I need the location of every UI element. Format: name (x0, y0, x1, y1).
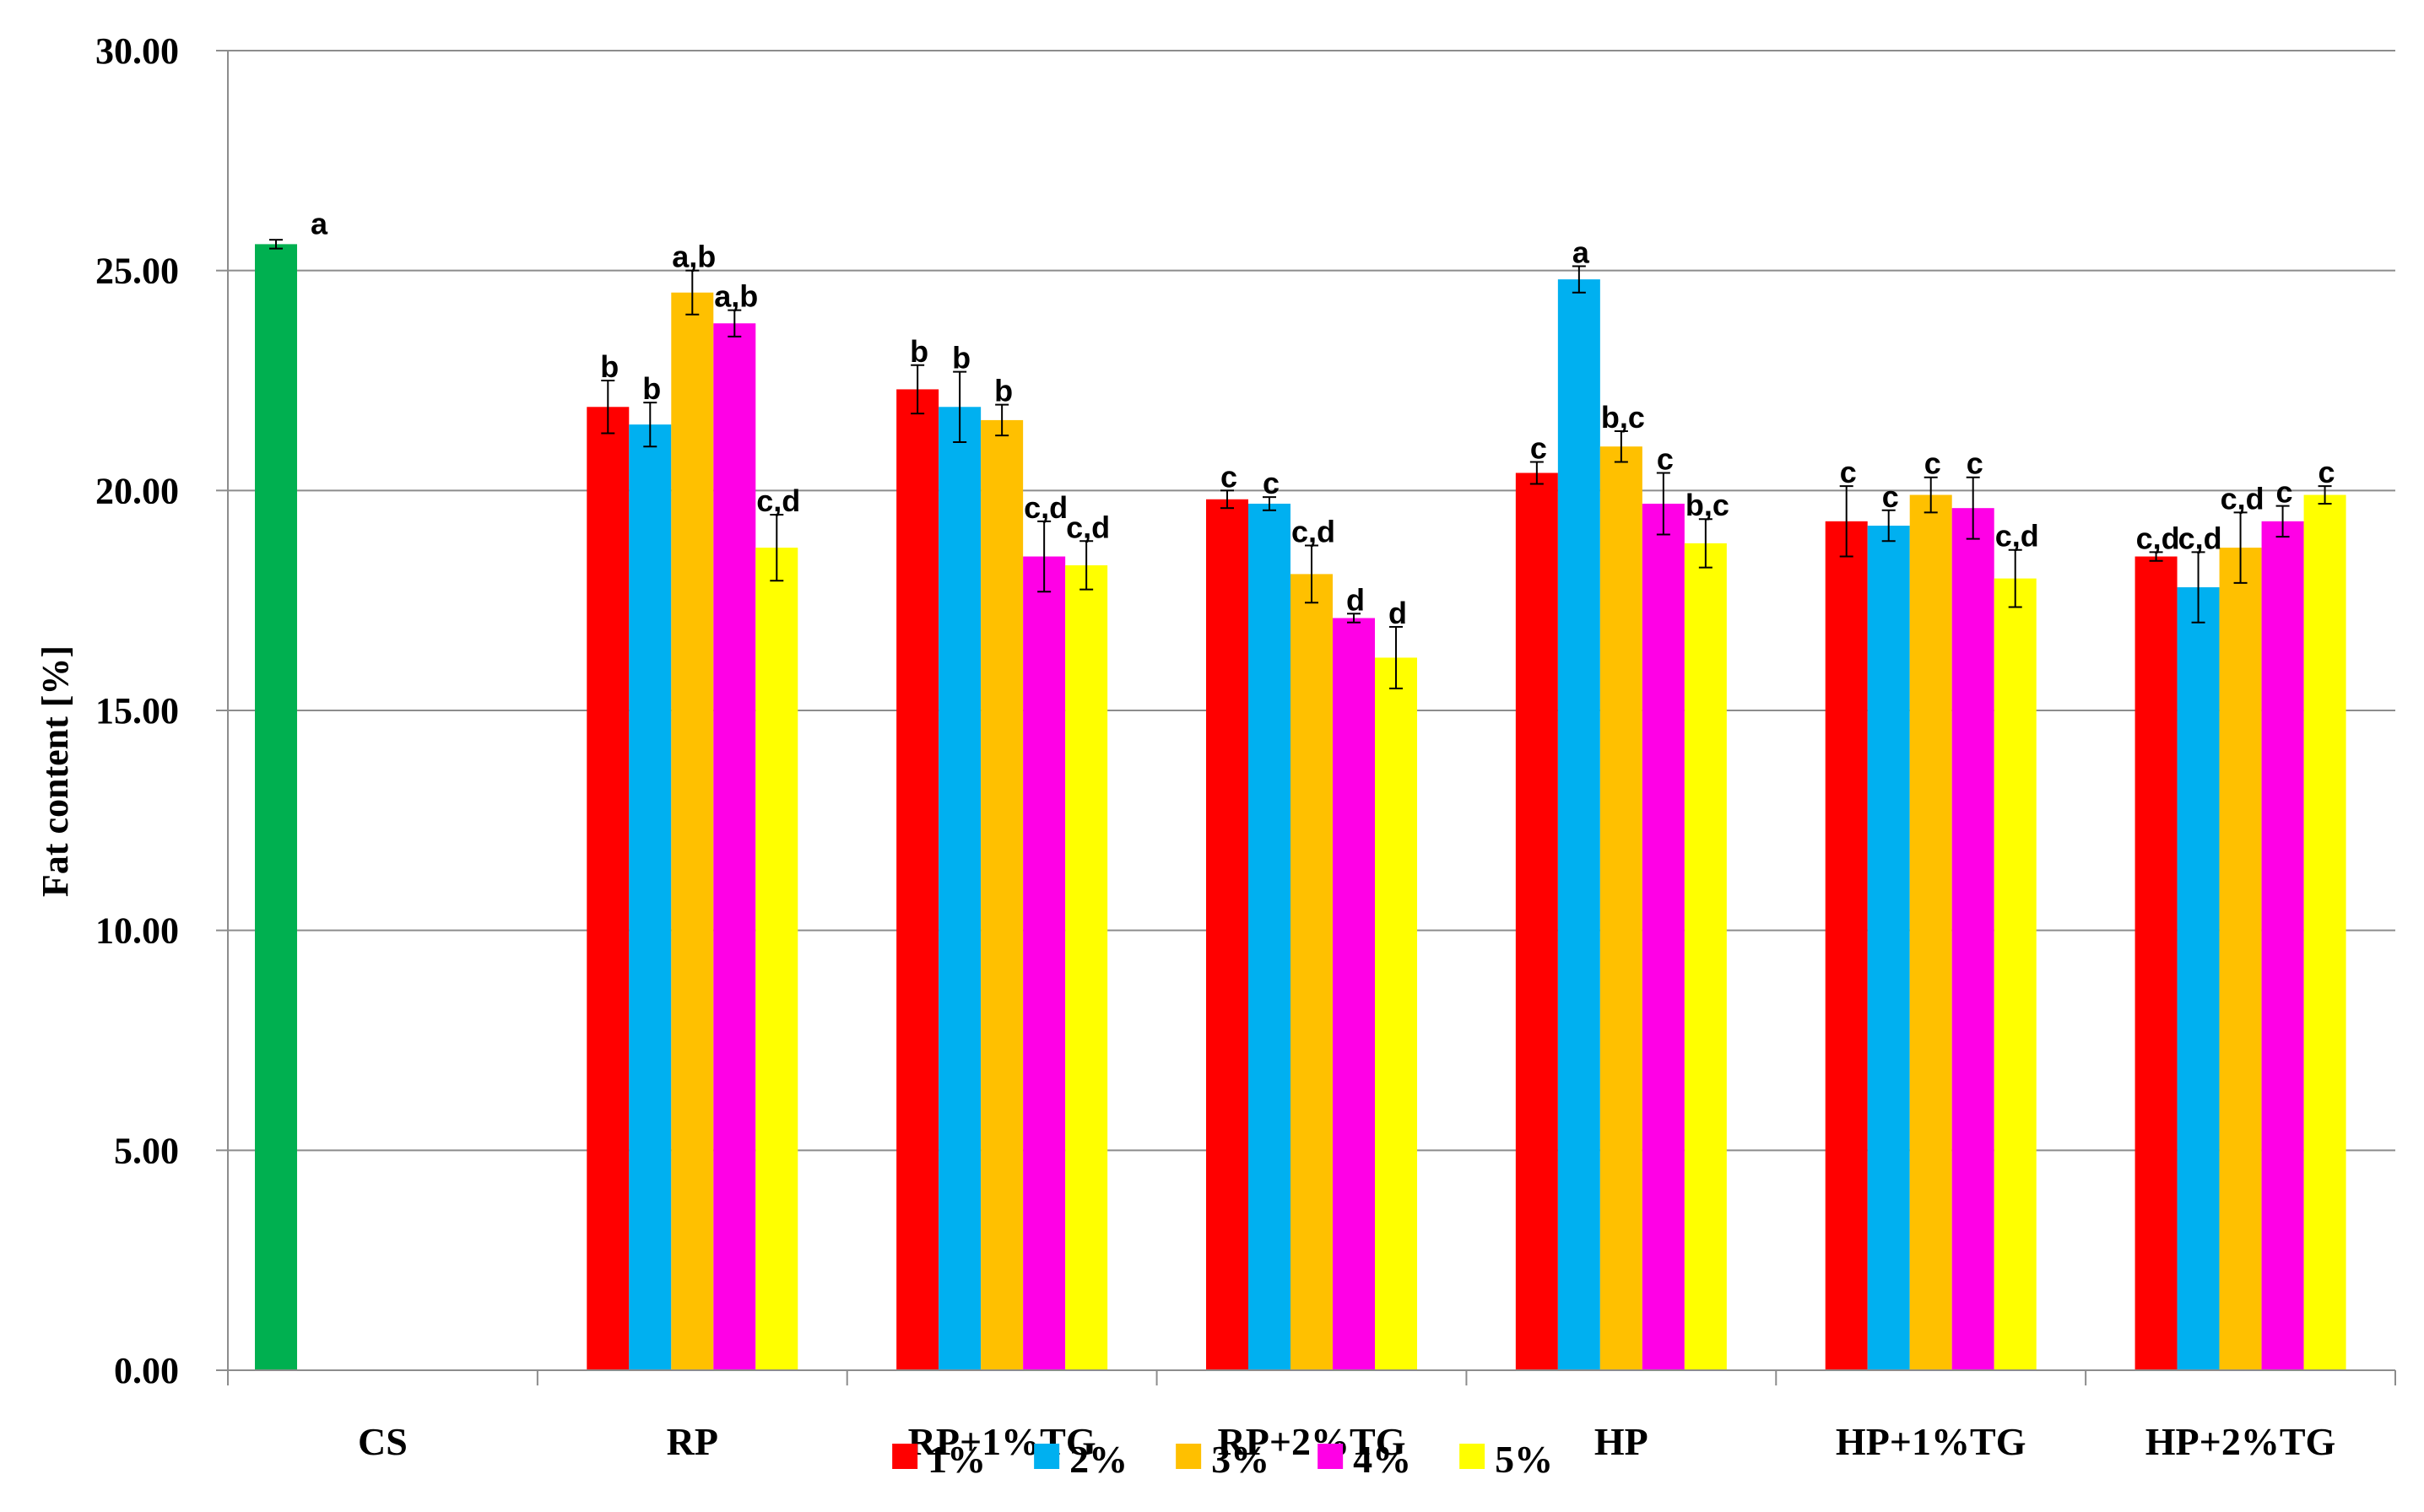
y-tick-label: 10.00 (95, 910, 179, 952)
legend-swatch (892, 1444, 918, 1469)
significance-label: c (2276, 475, 2293, 510)
significance-label: b (910, 334, 928, 369)
legend: 1% 2% 3% 4% 5% (892, 1438, 1553, 1481)
y-tick-label: 15.00 (95, 690, 179, 732)
bar (1909, 494, 1952, 1371)
bar (1599, 446, 1642, 1371)
significance-label: b (600, 349, 619, 384)
y-tick-label: 25.00 (95, 251, 179, 292)
legend-label: 4% (1353, 1438, 1411, 1481)
x-tick-label: RP+1%TG (908, 1420, 1096, 1463)
significance-label: b,c (1601, 400, 1645, 435)
significance-label: b,c (1685, 488, 1729, 522)
y-tick-label: 5.00 (114, 1130, 179, 1171)
bar (1994, 578, 2037, 1370)
legend-swatch (1034, 1444, 1060, 1469)
bar (2219, 548, 2262, 1370)
legend-label: 1% (928, 1438, 986, 1481)
bar (671, 292, 714, 1370)
significance-label: d (1346, 582, 1365, 617)
significance-label: c,d (2136, 521, 2180, 555)
bar (1375, 657, 1417, 1370)
significance-label: c (1263, 466, 1280, 500)
significance-label: d (1388, 596, 1407, 630)
bar (1206, 499, 1248, 1370)
significance-label: c (1840, 455, 1857, 489)
bar (1290, 574, 1333, 1370)
significance-label: b (994, 374, 1013, 408)
x-tick-label: RP+2%TG (1218, 1420, 1406, 1463)
legend-swatch (1176, 1444, 1202, 1469)
significance-label: c (1220, 459, 1237, 494)
significance-label: c (2318, 455, 2335, 489)
bar (2135, 556, 2178, 1370)
legend-swatch (1318, 1444, 1344, 1469)
bar (2177, 587, 2220, 1370)
bar (1333, 618, 1375, 1370)
significance-label: c,d (756, 483, 800, 518)
bar (1515, 472, 1558, 1370)
x-tick-label: RP (667, 1420, 718, 1463)
bar (1065, 564, 1108, 1370)
bar (629, 424, 672, 1371)
significance-label: c,d (1995, 519, 2039, 554)
bar (1684, 543, 1727, 1370)
significance-label: c (1530, 430, 1547, 465)
bar (1248, 503, 1290, 1370)
significance-label: c,d (1024, 490, 1068, 525)
bar (1825, 521, 1868, 1370)
bar (1867, 526, 1910, 1370)
significance-label: a,b (672, 240, 716, 274)
axes: 0.00 5.00 10.00 15.00 20.00 25.00 30.00 CS RP RP+… (95, 30, 2396, 1463)
significance-label: a (1572, 235, 1590, 269)
significance-label: c (1882, 479, 1899, 514)
bar (896, 389, 939, 1371)
bar (1023, 556, 1066, 1370)
legend-label: 3% (1211, 1438, 1269, 1481)
bar (1951, 508, 1994, 1370)
y-tick-label: 20.00 (95, 470, 179, 511)
legend-label: 2% (1069, 1438, 1128, 1481)
bar (755, 548, 798, 1370)
y-tick-label: 0.00 (114, 1350, 179, 1391)
legend-swatch (1459, 1444, 1485, 1469)
bar (2303, 494, 2346, 1371)
y-axis-title: Fat content [%] (35, 645, 76, 897)
significance-label: c (1657, 441, 1674, 476)
significance-label: a (311, 206, 328, 240)
bar (587, 407, 630, 1370)
significance-label: b (952, 341, 971, 375)
bar (713, 323, 756, 1370)
significance-label: c,d (1066, 510, 1110, 544)
significance-label: a,b (714, 279, 758, 314)
bar (255, 244, 297, 1370)
legend-label: 5% (1495, 1438, 1553, 1481)
bar (2261, 521, 2304, 1370)
x-tick-label: CS (358, 1420, 408, 1463)
significance-label: c,d (2221, 481, 2264, 516)
bar (981, 419, 1024, 1370)
y-tick-label: 30.00 (95, 30, 179, 72)
bars (255, 244, 2346, 1371)
x-tick-label: HP+1%TG (1836, 1420, 2026, 1463)
bar (1642, 503, 1685, 1370)
x-tick-label: HP (1594, 1420, 1648, 1463)
significance-label: c,d (1291, 515, 1335, 549)
significance-label: b (642, 371, 661, 406)
x-tick-label: HP+2%TG (2145, 1420, 2336, 1463)
bar (939, 407, 982, 1370)
significance-label: c,d (2178, 521, 2222, 555)
bar (1557, 279, 1600, 1371)
error-bars (269, 239, 2332, 689)
significance-label: c (1924, 446, 1941, 481)
significance-label: c (1967, 446, 1983, 481)
